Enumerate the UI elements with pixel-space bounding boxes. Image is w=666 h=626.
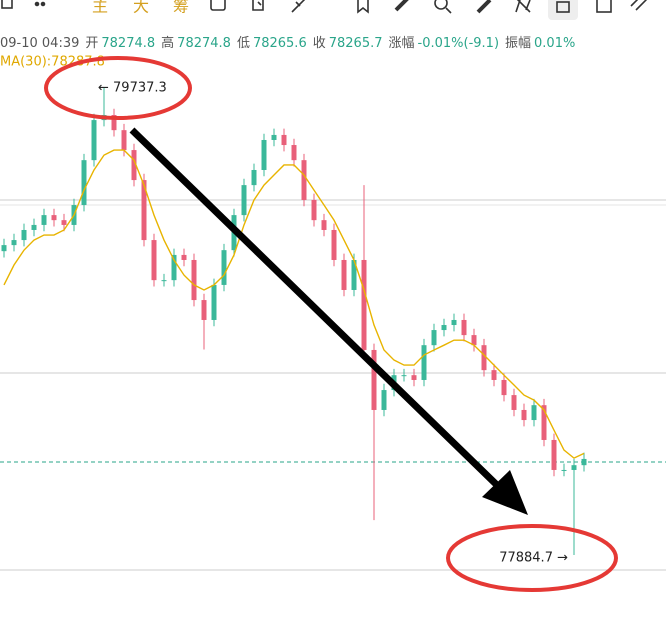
- candle-body: [171, 254, 177, 281]
- candle-body: [141, 180, 147, 241]
- candle-body: [381, 390, 387, 410]
- candle-body: [571, 465, 577, 470]
- candle-body: [1, 245, 7, 252]
- candle-body: [191, 259, 197, 301]
- candle-body: [31, 224, 37, 230]
- info-text: 78265.6: [252, 36, 307, 51]
- candle-body: [131, 150, 137, 181]
- icon[interactable]: [1, 0, 13, 9]
- candle-body: [271, 134, 277, 140]
- candle-body: [471, 335, 477, 346]
- icon[interactable]: [556, 1, 570, 13]
- icon[interactable]: [210, 0, 226, 11]
- info-text: 涨幅: [388, 36, 415, 51]
- candle-body: [411, 375, 417, 380]
- candle-body: [501, 379, 507, 396]
- candle-body: [281, 134, 287, 146]
- candle-body: [421, 345, 427, 380]
- candle-body: [111, 115, 117, 131]
- candle-body: [531, 405, 537, 421]
- candle-body: [201, 300, 207, 320]
- ma-legend: MA(30):78287.8: [0, 55, 105, 70]
- candle-body: [291, 145, 297, 161]
- info-text: 高: [161, 36, 175, 51]
- candle-body: [151, 240, 157, 281]
- candle-body: [221, 250, 227, 285]
- info-bar: 09-10 04:39 开 78274.8 高 78274.8 低 78265.6 收 7826…: [0, 32, 581, 51]
- candle-body: [241, 185, 247, 216]
- toolbar-button[interactable]: 大: [133, 0, 149, 16]
- candle-body: [121, 130, 127, 151]
- candle-body: [261, 139, 267, 170]
- candle-body: [331, 229, 337, 260]
- trend-arrow: [129, 127, 528, 515]
- candle-body: [441, 325, 447, 331]
- icon[interactable]: [476, 0, 492, 14]
- candle-body: [451, 319, 457, 326]
- info-text: 0.01%: [534, 36, 576, 51]
- candle-body: [61, 220, 67, 225]
- candle-body: [81, 160, 87, 206]
- candle-body: [361, 259, 367, 350]
- candle-body: [461, 319, 467, 336]
- high-annotation: ← 79737.3: [98, 81, 167, 96]
- icon[interactable]: [394, 0, 410, 12]
- candle-body: [91, 120, 97, 161]
- candle-body: [21, 229, 27, 241]
- info-text: 09-10 04:39: [0, 36, 80, 51]
- candle-body: [481, 345, 487, 371]
- toolbar-button[interactable]: 筹: [173, 0, 189, 16]
- candle-body: [491, 370, 497, 380]
- candle-body: [321, 220, 327, 230]
- candle-body: [581, 458, 587, 466]
- candle-body: [41, 215, 47, 225]
- info-text: 振幅: [505, 36, 532, 51]
- candle-body: [551, 439, 557, 470]
- ma-line: [3, 149, 585, 459]
- candle-body: [211, 284, 217, 320]
- candle-body: [51, 215, 57, 221]
- candle-body: [401, 375, 407, 377]
- info-text: -0.01%(-9.1): [417, 36, 500, 51]
- icon[interactable]: [434, 0, 448, 10]
- toolbar-button[interactable]: 主: [92, 0, 108, 16]
- candle-body: [161, 280, 167, 282]
- candle-body: [341, 259, 347, 290]
- candle-body: [431, 330, 437, 346]
- icon[interactable]: [515, 0, 531, 13]
- info-text: 开: [85, 36, 99, 51]
- info-text: 78274.8: [177, 36, 231, 51]
- low-annotation: 77884.7 →: [499, 551, 568, 566]
- candle-body: [511, 395, 517, 410]
- icon[interactable]: [357, 0, 369, 14]
- candle-body: [371, 349, 377, 410]
- highlight-ellipse: [446, 524, 618, 592]
- candle-body: [251, 169, 257, 186]
- candle-body: [351, 259, 357, 290]
- icon[interactable]: [252, 0, 264, 11]
- info-text: 78274.8: [101, 36, 156, 51]
- info-text: 收: [312, 36, 326, 51]
- icon: [40, 1, 46, 7]
- highlight-ellipse: [44, 56, 192, 120]
- candle-body: [521, 409, 527, 421]
- candle-body: [301, 160, 307, 200]
- candle-body: [311, 199, 317, 221]
- candle-body: [541, 405, 547, 440]
- info-text: 低: [236, 36, 250, 51]
- candle-body: [11, 240, 17, 246]
- info-text: 78265.7: [328, 36, 383, 51]
- toolbar: [1, 0, 647, 20]
- icon[interactable]: [34, 1, 40, 7]
- candle-body: [181, 254, 187, 260]
- icon[interactable]: [596, 0, 612, 13]
- icon[interactable]: [630, 0, 647, 11]
- candle-body: [561, 469, 567, 471]
- icon[interactable]: [291, 0, 306, 13]
